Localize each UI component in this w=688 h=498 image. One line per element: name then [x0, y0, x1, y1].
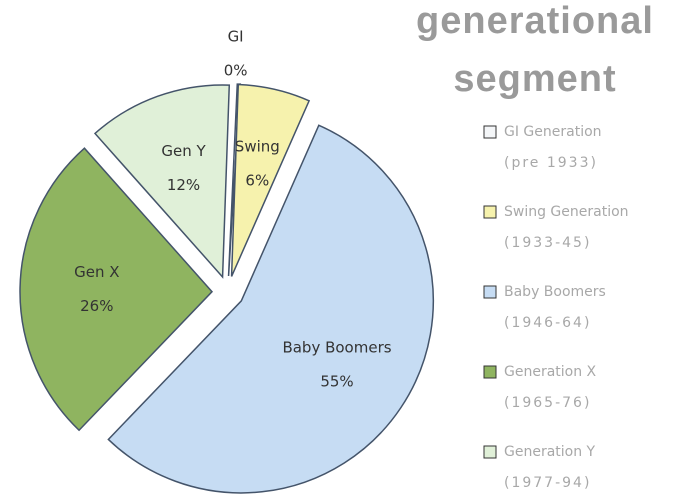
- legend-period: (1946-64): [504, 315, 591, 331]
- legend-period: (1977-94): [504, 475, 591, 491]
- slice-value: 55%: [320, 373, 353, 391]
- legend-swatch: [483, 205, 497, 219]
- slice-value: 0%: [224, 62, 248, 80]
- slice-label: Baby Boomers: [282, 339, 391, 357]
- chart-title: generational segment: [416, 0, 654, 100]
- slice-value: 26%: [80, 297, 113, 315]
- legend-period: (1965-76): [504, 395, 591, 411]
- legend-label: Baby Boomers: [504, 284, 606, 300]
- legend-label: Swing Generation: [504, 204, 629, 220]
- pie-slice: [230, 83, 311, 277]
- legend-swatch: [483, 365, 497, 379]
- legend-period: (pre 1933): [504, 155, 598, 171]
- legend-swatch: [483, 125, 497, 139]
- slice-label: GI: [228, 28, 244, 46]
- legend-label: GI Generation: [504, 124, 602, 140]
- slice-value: 6%: [245, 172, 269, 190]
- slice-label: Gen X: [74, 263, 119, 281]
- pie-slice: [93, 84, 231, 279]
- pie-slice: [19, 147, 214, 432]
- slice-label: Swing: [235, 138, 280, 156]
- legend-period: (1933-45): [504, 235, 591, 251]
- legend-label: Generation X: [504, 364, 597, 380]
- legend-label: Generation Y: [504, 444, 596, 460]
- pie-slice: [107, 124, 434, 494]
- legend-swatch: [483, 445, 497, 459]
- slice-label: Gen Y: [161, 142, 206, 160]
- legend-swatch: [483, 285, 497, 299]
- slice-value: 12%: [167, 176, 200, 194]
